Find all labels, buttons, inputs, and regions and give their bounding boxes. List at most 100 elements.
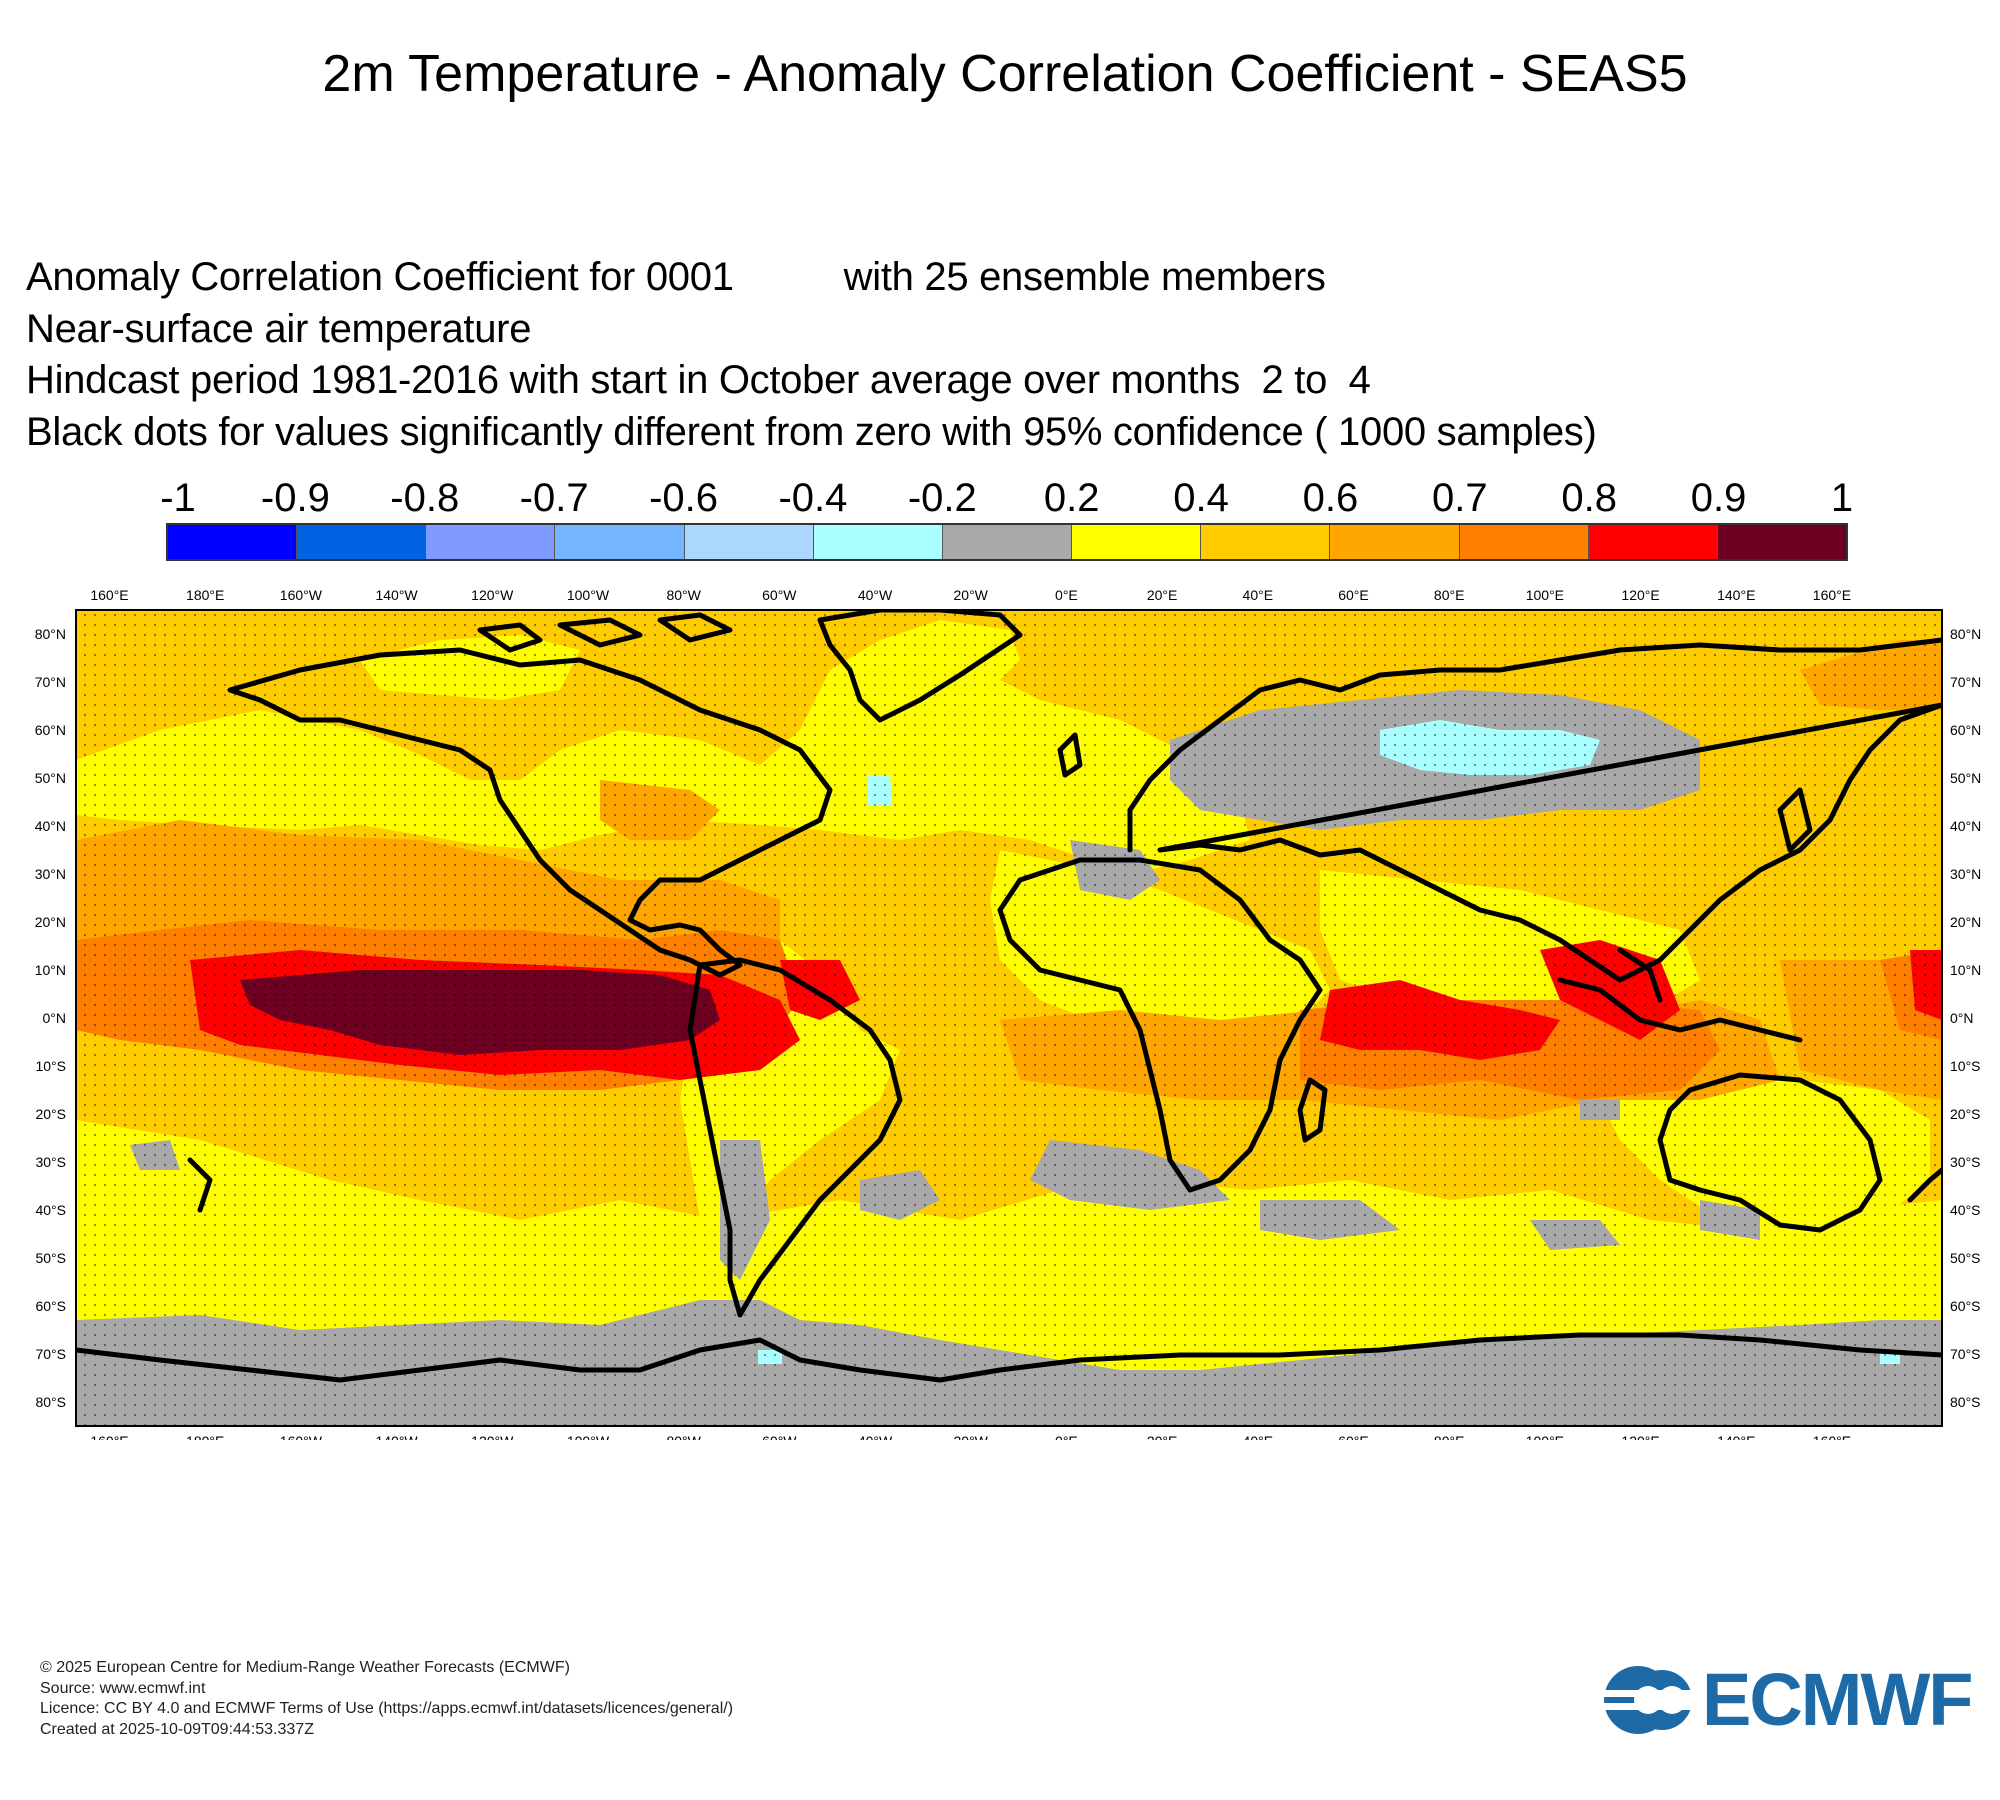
left-latitude-labels: 80°N 70°N 60°N 50°N 40°N 30°N 20°N 10°N 0°N 10°S 2… — [35, 626, 66, 1410]
colorbar-label: 0.8 — [1561, 476, 1618, 520]
tick-label: 10°N — [35, 962, 66, 978]
tick-label: 10°N — [1950, 962, 1981, 978]
tick-label: 20°E — [1147, 1433, 1178, 1440]
tick-label: 30°N — [1950, 866, 1981, 882]
colorbar-label: 0.4 — [1173, 476, 1229, 520]
tick-label: 60°N — [35, 722, 66, 738]
tick-label: 50°N — [1950, 770, 1981, 786]
tick-label: 80°W — [666, 587, 701, 603]
tick-label: 70°S — [35, 1346, 66, 1362]
tick-label: 80°N — [35, 626, 66, 642]
tick-label: 50°S — [35, 1250, 66, 1266]
colorbar-swatch — [426, 525, 556, 559]
coast-british-isles — [1057, 732, 1083, 778]
subtitle-block: Anomaly Correlation Coefficient for 0001… — [26, 252, 1597, 458]
colorbar — [166, 523, 1848, 561]
tick-label: 40°S — [1950, 1202, 1981, 1218]
colorbar-labels: -1 -0.9 -0.8 -0.7 -0.6 -0.4 -0.2 0.2 0.4 0.6 0.7 0.… — [0, 474, 2000, 524]
footer-copyright: © 2025 European Centre for Medium-Range … — [40, 1659, 570, 1676]
ecmwf-logo-icon — [1600, 1666, 1696, 1734]
tick-label: 0°N — [43, 1010, 67, 1026]
coast-arctic-islands — [477, 612, 733, 653]
tick-label: 160°W — [280, 1433, 323, 1440]
tick-label: 40°E — [1243, 1433, 1274, 1440]
colorbar-label: -0.4 — [778, 476, 848, 520]
tick-label: 20°W — [954, 587, 989, 603]
tick-label: 60°E — [1338, 1433, 1369, 1440]
tick-label: 40°W — [858, 587, 893, 603]
subtitle-line-4: Black dots for values significantly diff… — [26, 409, 1597, 454]
colorbar-swatch — [1459, 525, 1589, 559]
tick-label: 20°N — [1950, 914, 1981, 930]
tick-label: 160°W — [280, 587, 323, 603]
tick-label: 60°E — [1338, 587, 1369, 603]
tick-label: 80°S — [35, 1394, 66, 1410]
tick-label: 40°S — [35, 1202, 66, 1218]
tick-label: 80°W — [666, 1433, 701, 1440]
tick-label: 160°E — [1813, 1433, 1851, 1440]
tick-label: 70°N — [35, 674, 66, 690]
colorbar-label: -0.8 — [390, 476, 460, 520]
colorbar-swatch — [168, 525, 298, 559]
colorbar-label: 0.6 — [1302, 476, 1359, 520]
colorbar-label: 1 — [1830, 476, 1854, 520]
tick-label: 30°N — [35, 866, 66, 882]
tick-label: 100°W — [567, 587, 610, 603]
tick-label: 40°E — [1243, 587, 1274, 603]
tick-label: 100°E — [1526, 1433, 1564, 1440]
tick-label: 160°E — [1813, 587, 1851, 603]
tick-label: 120°E — [1621, 587, 1659, 603]
tick-label: 30°S — [35, 1154, 66, 1170]
footer-source: Source: www.ecmwf.int — [40, 1679, 206, 1697]
subtitle-line-3: Hindcast period 1981-2016 with start in … — [26, 358, 1371, 402]
colorbar-label: -0.2 — [907, 476, 977, 520]
tick-label: 20°S — [1950, 1106, 1981, 1122]
coast-japan — [1777, 787, 1813, 853]
colorbar-label: 0.9 — [1690, 476, 1747, 520]
colorbar-swatch — [1201, 525, 1331, 559]
subtitle-line-1-right: with 25 ensemble members — [843, 255, 1326, 299]
coast-south-america — [687, 957, 903, 1318]
tick-label: 140°W — [375, 587, 418, 603]
subtitle-line-1: Anomaly Correlation Coefficient for 0001… — [26, 252, 1597, 304]
tick-label: 80°E — [1434, 587, 1465, 603]
tick-label: 140°W — [375, 1433, 418, 1440]
map: 160°E 180°E 160°W 140°W 120°W 100°W 80°W 60°W 40… — [35, 587, 1982, 1440]
tick-label: 40°N — [1950, 818, 1981, 834]
tick-label: 70°N — [1950, 674, 1981, 690]
colorbar-swatch — [813, 525, 943, 559]
significance-dots — [76, 610, 1942, 1426]
coast-africa — [997, 857, 1323, 1193]
tick-label: 10°S — [1950, 1058, 1981, 1074]
tick-label: 20°W — [954, 1433, 989, 1440]
top-longitude-labels: 160°E 180°E 160°W 140°W 120°W 100°W 80°W 60°W 40… — [90, 587, 1851, 603]
tick-label: 0°N — [1950, 1010, 1974, 1026]
colorbar-label: -0.6 — [649, 476, 718, 520]
tick-label: 140°E — [1717, 1433, 1755, 1440]
colorbar-label: 0.7 — [1432, 476, 1488, 520]
tick-label: 0°E — [1055, 587, 1078, 603]
colorbar-label: -0.9 — [260, 476, 330, 520]
colorbar-swatch — [297, 525, 427, 559]
coast-madagascar — [1297, 1077, 1328, 1143]
tick-label: 70°S — [1950, 1346, 1981, 1362]
tick-label: 30°S — [1950, 1154, 1981, 1170]
ecmwf-logo: ECMWF — [1600, 1662, 1980, 1738]
tick-label: 40°W — [858, 1433, 893, 1440]
subtitle-line-2: Near-surface air temperature — [26, 306, 532, 351]
colorbar-swatch — [942, 525, 1073, 559]
bottom-longitude-labels: 160°E 180°E 160°W 140°W 120°W 100°W 80°W 60°W 40… — [90, 1433, 1851, 1440]
tick-label: 40°N — [35, 818, 66, 834]
coast-indonesia — [1557, 947, 1803, 1043]
colorbar-swatch — [1330, 525, 1460, 559]
coastlines — [76, 610, 1942, 1383]
tick-label: 60°N — [1950, 722, 1981, 738]
tick-label: 60°W — [762, 1433, 797, 1440]
tick-label: 80°S — [1950, 1394, 1981, 1410]
map-frame — [75, 609, 1943, 1427]
ecmwf-logo-text: ECMWF — [1702, 1658, 1973, 1741]
tick-label: 160°E — [90, 587, 128, 603]
coast-greenland — [817, 610, 1023, 723]
colorbar-label: -0.7 — [519, 476, 589, 520]
colorbar-label: 0.2 — [1043, 476, 1100, 520]
